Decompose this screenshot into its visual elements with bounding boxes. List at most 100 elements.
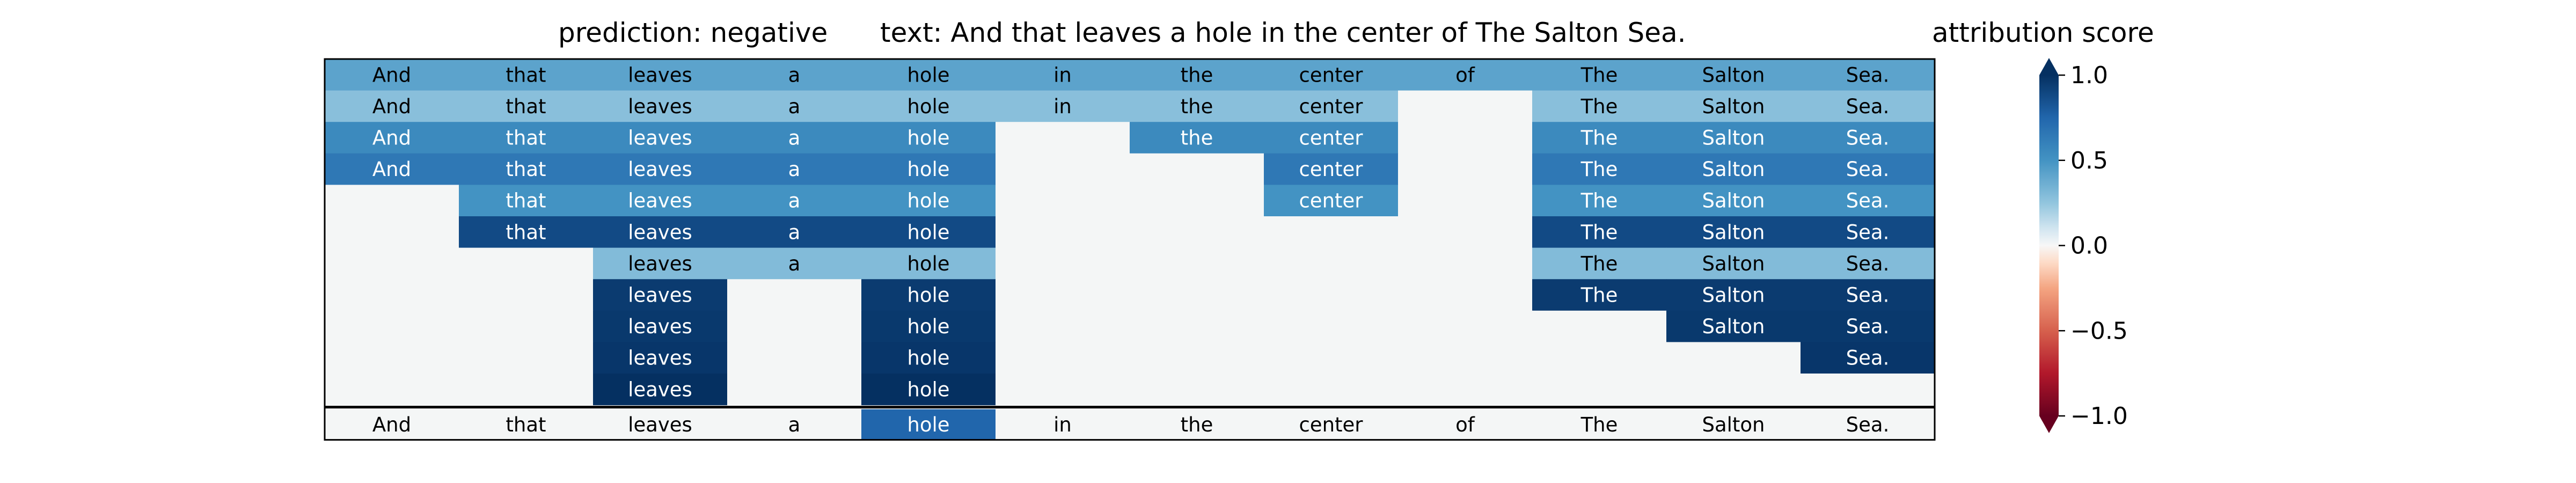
cell-token-label: in bbox=[1053, 63, 1072, 86]
cell-token-label: Salton bbox=[1702, 95, 1765, 118]
heatmap-cell bbox=[1666, 374, 1801, 406]
cell-token-label: the bbox=[1181, 127, 1213, 150]
cell-token-label: center bbox=[1299, 127, 1363, 150]
cell-token-label: leaves bbox=[628, 95, 692, 118]
cell-token-label: Sea. bbox=[1846, 252, 1890, 275]
heatmap-cell bbox=[325, 122, 459, 154]
heatmap-cell bbox=[1666, 216, 1801, 248]
heatmap-cell bbox=[1801, 59, 1935, 91]
cell-token-label: leaves bbox=[628, 252, 692, 275]
heatmap-cell bbox=[1398, 310, 1533, 342]
heatmap-cell bbox=[727, 216, 862, 248]
heatmap-cell bbox=[593, 153, 728, 185]
cell-token-label: leaves bbox=[628, 284, 692, 307]
heatmap-cell bbox=[1398, 279, 1533, 311]
heatmap-cell bbox=[861, 185, 996, 217]
cell-token-label: The bbox=[1580, 158, 1618, 181]
heatmap-cell bbox=[1801, 216, 1935, 248]
cell-token-label: Salton bbox=[1702, 315, 1765, 338]
cell-token-label: And bbox=[372, 127, 411, 150]
cell-token-label: And bbox=[372, 158, 411, 181]
cell-token-label: a bbox=[788, 189, 801, 213]
cell-token-label: Salton bbox=[1702, 63, 1765, 86]
cell-token-label: And bbox=[372, 63, 411, 86]
heatmap-cell bbox=[459, 310, 594, 342]
cell-token-label: that bbox=[506, 95, 546, 118]
cell-token-label: Salton bbox=[1702, 127, 1765, 150]
cell-token-label: hole bbox=[907, 315, 949, 338]
chart-title: prediction: negative text: And that leav… bbox=[558, 17, 1686, 48]
cell-token-label: The bbox=[1580, 189, 1618, 213]
heatmap-cell bbox=[325, 342, 459, 374]
cell-token-label: leaves bbox=[628, 347, 692, 370]
heatmap-cell bbox=[459, 59, 594, 91]
heatmap-cell bbox=[1398, 247, 1533, 280]
heatmap-cell bbox=[861, 122, 996, 154]
heatmap-cell bbox=[1398, 216, 1533, 248]
cell-token-label: of bbox=[1455, 63, 1475, 86]
heatmap-cell bbox=[1130, 122, 1264, 154]
summary-cell bbox=[1801, 409, 1935, 440]
heatmap-cell bbox=[459, 279, 594, 311]
cell-token-label: Sea. bbox=[1846, 284, 1890, 307]
heatmap-cell bbox=[1801, 90, 1935, 122]
heatmap-cell bbox=[1130, 90, 1264, 122]
heatmap-cell bbox=[1264, 185, 1399, 217]
summary-token-label: leaves bbox=[628, 413, 692, 436]
summary-token-label: Salton bbox=[1702, 413, 1765, 436]
cell-token-label: a bbox=[788, 252, 801, 275]
heatmap-cell bbox=[1666, 247, 1801, 280]
summary-cell bbox=[1532, 409, 1667, 440]
heatmap-cell bbox=[325, 374, 459, 406]
cell-token-label: Sea. bbox=[1846, 158, 1890, 181]
colorbar-label: attribution score bbox=[1932, 17, 2154, 48]
heatmap-cell bbox=[325, 185, 459, 217]
heatmap-cell bbox=[1130, 310, 1264, 342]
heatmap-cell bbox=[1130, 216, 1264, 248]
summary-cell bbox=[1130, 409, 1264, 440]
heatmap-cell bbox=[1801, 374, 1935, 406]
heatmap-cell bbox=[1801, 247, 1935, 280]
heatmap-cell bbox=[1532, 185, 1667, 217]
cell-token-label: The bbox=[1580, 127, 1618, 150]
summary-cell bbox=[996, 409, 1130, 440]
heatmap-cell bbox=[1532, 90, 1667, 122]
heatmap-cell bbox=[1666, 59, 1801, 91]
heatmap-cell bbox=[1801, 185, 1935, 217]
heatmap-cell bbox=[996, 185, 1130, 217]
heatmap-cell bbox=[727, 279, 862, 311]
heatmap-cell bbox=[593, 216, 728, 248]
cell-token-label: hole bbox=[907, 378, 949, 401]
cell-token-label: center bbox=[1299, 158, 1363, 181]
heatmap-cell bbox=[861, 59, 996, 91]
summary-token-label: The bbox=[1580, 413, 1618, 436]
summary-cell bbox=[459, 409, 594, 440]
heatmap-cell bbox=[1666, 90, 1801, 122]
cell-token-label: center bbox=[1299, 189, 1363, 213]
prediction-title: prediction: negative bbox=[558, 17, 828, 48]
heatmap-cell bbox=[727, 310, 862, 342]
colorbar-tick-label: 0.0 bbox=[2070, 232, 2108, 260]
colorbar-tick-label: −0.5 bbox=[2070, 317, 2128, 345]
heatmap-cell bbox=[325, 247, 459, 280]
heatmap-cell bbox=[1666, 279, 1801, 311]
heatmap-cell bbox=[1264, 153, 1399, 185]
cell-token-label: The bbox=[1580, 221, 1618, 244]
summary-cell bbox=[1398, 409, 1533, 440]
heatmap-cell bbox=[1130, 279, 1264, 311]
heatmap-cell bbox=[1532, 247, 1667, 280]
heatmap-cell bbox=[727, 122, 862, 154]
cell-token-label: that bbox=[506, 127, 546, 150]
heatmap-cell bbox=[1130, 342, 1264, 374]
summary-token-label: the bbox=[1181, 413, 1213, 436]
summary-cell bbox=[727, 409, 862, 440]
cell-token-label: The bbox=[1580, 95, 1618, 118]
heatmap-cell bbox=[1801, 279, 1935, 311]
cell-token-label: leaves bbox=[628, 189, 692, 213]
cell-token-label: Salton bbox=[1702, 252, 1765, 275]
heatmap-cell bbox=[996, 216, 1130, 248]
colorbar-tick-label: −1.0 bbox=[2070, 402, 2128, 430]
heatmap-cell bbox=[1532, 310, 1667, 342]
heatmap-cell bbox=[861, 153, 996, 185]
